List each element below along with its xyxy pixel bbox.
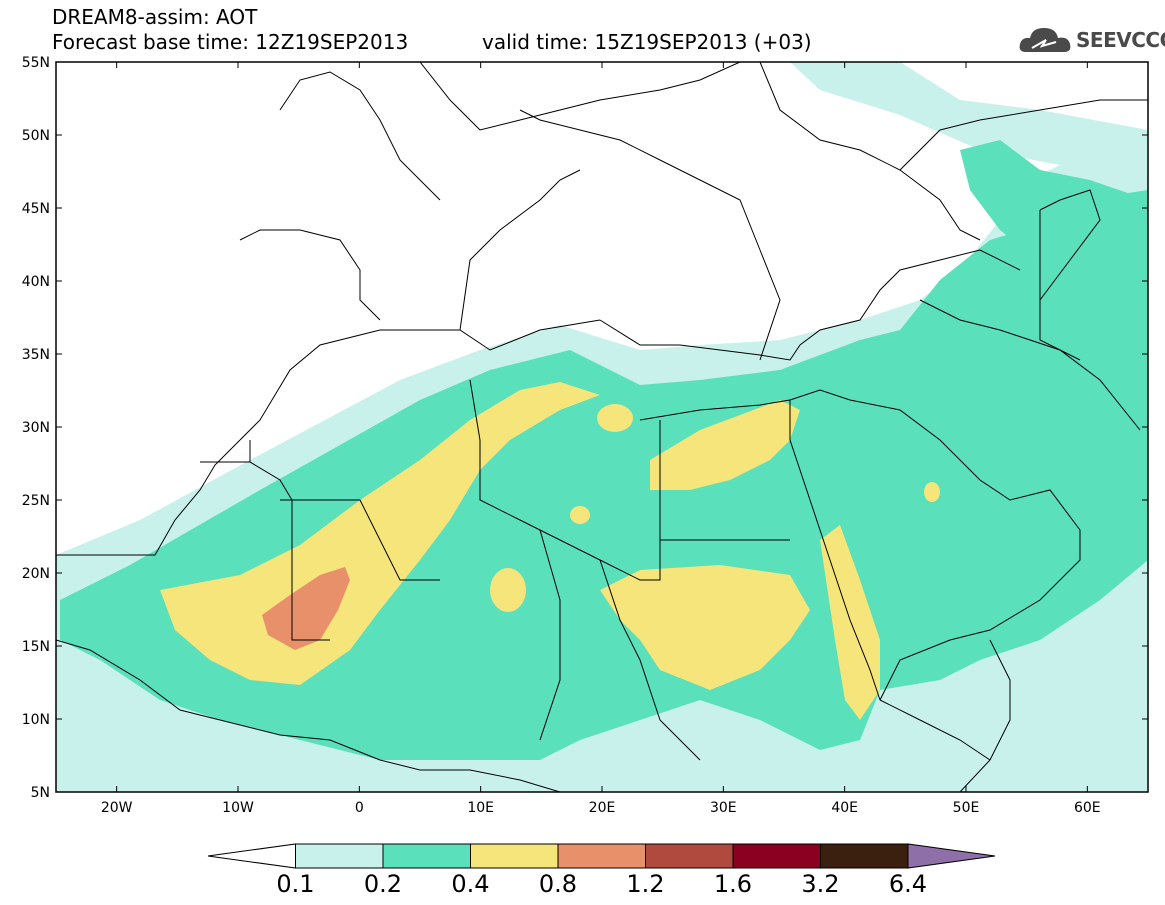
colorbar [207, 843, 996, 869]
aot-band-0.1-ne [790, 62, 1148, 170]
colorbar-segment [382, 843, 471, 869]
aot-band-0.8 [262, 567, 350, 650]
lon-tick-label: 20W [101, 800, 133, 816]
lat-tick-label: 20N [22, 566, 50, 582]
colorbar-level-label: 0.4 [451, 870, 490, 898]
lon-tick-label: 50E [953, 800, 980, 816]
lat-tick-label: 15N [22, 639, 50, 655]
colorbar-segment [470, 843, 559, 869]
aot-patch [597, 404, 633, 432]
lon-tick-label: 10W [222, 800, 254, 816]
coastlines-borders [56, 62, 1148, 792]
colorbar-level-label: 0.8 [538, 870, 578, 898]
colorbar-under-arrow [207, 843, 296, 869]
longitude-axis: 20W 10W 0 10E 20E 30E 40E 50E 60E [101, 62, 1101, 816]
lon-tick-label: 0 [355, 800, 364, 816]
seevccc-logo: SEEVCCC [1018, 22, 1165, 58]
lat-tick-label: 45N [22, 201, 50, 217]
colorbar-over-arrow [907, 843, 996, 869]
aot-fields [56, 62, 1148, 792]
valid-time: valid time: 15Z19SEP2013 (+03) [482, 30, 812, 54]
colorbar-segment [645, 843, 734, 869]
aot-patch [490, 568, 526, 612]
map-title: DREAM8-assim: AOT [52, 5, 258, 29]
lat-tick-label: 40N [22, 274, 50, 290]
latitude-axis: 5N 10N 15N 20N 25N 30N 35N 40N 45N 50N 55N [22, 55, 1148, 801]
colorbar-level-label: 3.2 [801, 870, 840, 898]
lon-tick-label: 30E [710, 800, 737, 816]
lat-tick-label: 30N [22, 420, 50, 436]
colorbar-segment [295, 843, 384, 869]
colorbar-level-label: 1.2 [626, 870, 665, 898]
lat-tick-label: 10N [22, 712, 50, 728]
aot-band-0.4-east [600, 565, 810, 690]
aot-band-0.2-ne [960, 140, 1148, 310]
colorbar-level-label: 0.2 [363, 870, 403, 898]
colorbar-level-label: 1.6 [713, 870, 753, 898]
colorbar-level-label: 6.4 [888, 870, 928, 898]
lat-tick-label: 5N [31, 785, 50, 801]
aot-band-0.4 [160, 382, 600, 685]
aot-band-0.4-ne [650, 400, 800, 490]
colorbar-segment [820, 843, 909, 869]
lon-tick-label: 40E [831, 800, 858, 816]
lat-tick-label: 50N [22, 128, 50, 144]
lon-tick-label: 60E [1074, 800, 1101, 816]
lat-tick-label: 55N [22, 55, 50, 71]
colorbar-segment [732, 843, 821, 869]
lat-tick-label: 35N [22, 347, 50, 363]
forecast-base-time: Forecast base time: 12Z19SEP2013 [52, 30, 409, 54]
aot-patch [570, 506, 590, 524]
aot-patch [924, 482, 940, 502]
lon-tick-label: 20E [589, 800, 616, 816]
lat-tick-label: 25N [22, 493, 50, 509]
colorbar-level-label: 0.1 [276, 870, 315, 898]
lon-tick-label: 10E [467, 800, 494, 816]
logo-text: SEEVCCC [1076, 28, 1165, 52]
colorbar-segment [557, 843, 646, 869]
cloud-icon [1019, 28, 1071, 52]
